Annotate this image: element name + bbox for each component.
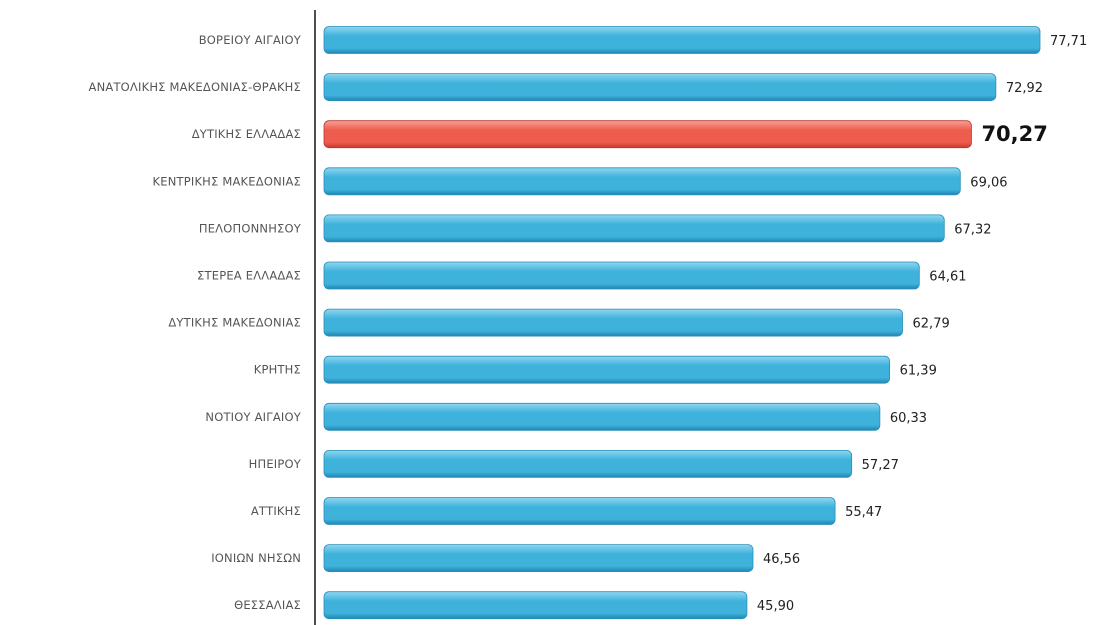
value-label: 72,92 (1006, 81, 1043, 96)
value-label: 64,61 (929, 270, 966, 285)
bar (323, 308, 903, 337)
bar (323, 402, 881, 431)
value-label: 61,39 (900, 364, 937, 379)
category-label: ΑΤΤΙΚΗΣ (251, 504, 301, 518)
bar (323, 497, 836, 525)
category-label: ΚΡΗΤΗΣ (254, 363, 301, 377)
bar (323, 26, 1041, 54)
bar-highlighted (323, 120, 972, 149)
category-label: ΚΕΝΤΡΙΚΗΣ ΜΑΚΕΔΟΝΙΑΣ (152, 174, 301, 188)
value-label: 69,06 (970, 175, 1007, 190)
value-label: 67,32 (954, 222, 991, 237)
bar (323, 544, 754, 572)
category-label: ΠΕΛΟΠΟΝΝΗΣΟΥ (199, 221, 302, 235)
bar (323, 449, 853, 478)
bar (323, 214, 945, 243)
category-label: ΔΥΤΙΚΗΣ ΕΛΛΑΔΑΣ (192, 127, 301, 141)
bar (323, 73, 997, 101)
category-label: ΙΟΝΙΩΝ ΝΗΣΩΝ (211, 551, 301, 565)
value-label: 77,71 (1050, 34, 1087, 49)
bar (323, 167, 961, 196)
value-label: 60,33 (890, 411, 927, 426)
category-label: ΔΥΤΙΚΗΣ ΜΑΚΕΔΟΝΙΑΣ (168, 316, 301, 330)
value-label: 70,27 (981, 122, 1047, 146)
bar (323, 591, 748, 620)
bar (323, 261, 920, 290)
bar (323, 355, 891, 384)
category-label: ΒΟΡΕΙΟΥ ΑΙΓΑΙΟΥ (199, 33, 302, 47)
value-label: 45,90 (757, 599, 794, 614)
category-label: ΘΕΣΣΑΛΙΑΣ (234, 598, 301, 612)
value-label: 46,56 (763, 552, 800, 567)
value-label: 62,79 (913, 317, 950, 332)
value-label: 57,27 (862, 458, 899, 473)
category-label: ΑΝΑΤΟΛΙΚΗΣ ΜΑΚΕΔΟΝΙΑΣ-ΘΡΑΚΗΣ (89, 80, 301, 94)
category-label: ΝΟΤΙΟΥ ΑΙΓΑΙΟΥ (205, 410, 301, 424)
category-label: ΗΠΕΙΡΟΥ (249, 457, 302, 471)
category-label: ΣΤΕΡΕΑ ΕΛΛΑΔΑΣ (197, 269, 301, 283)
value-label: 55,47 (845, 505, 882, 520)
